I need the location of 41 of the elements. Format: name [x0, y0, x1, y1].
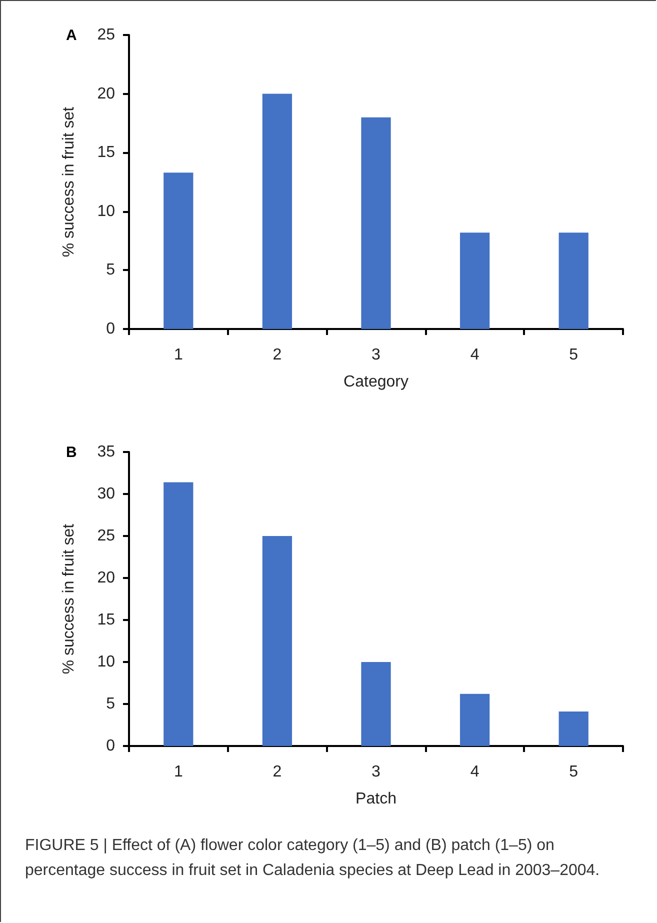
- y-tick-label: 0: [106, 738, 116, 754]
- x-tick-label: 4: [470, 764, 480, 780]
- bar: [558, 232, 588, 329]
- bar: [460, 232, 490, 329]
- x-tick-label: 3: [372, 764, 381, 780]
- bar: [164, 172, 194, 329]
- x-axis-title: Category: [344, 374, 408, 390]
- y-tick-label: 10: [97, 654, 116, 670]
- bar: [361, 662, 391, 746]
- x-tick-label: 5: [569, 346, 578, 364]
- bar: [558, 712, 588, 746]
- y-tick-label: 25: [97, 528, 116, 544]
- caption: FIGURE 5 | Effect of (A) flower color category (1–5) and (B) patch (1–5) on percentage success in fruit set in Caladenia species at Deep Lead in 2003–2004.: [25, 836, 601, 881]
- x-tick-label: 1: [174, 764, 183, 780]
- y-axis-title: % success in fruit set: [60, 523, 78, 674]
- y-tick-label: 15: [97, 612, 116, 628]
- bar: [361, 117, 391, 329]
- chart-title: B: [66, 444, 77, 461]
- x-tick-label: 2: [272, 346, 282, 364]
- chart-title: A: [66, 27, 77, 44]
- bar: [164, 482, 194, 746]
- y-axis-title: % success in fruit set: [60, 106, 78, 258]
- bar: [262, 536, 292, 746]
- bar: [460, 694, 490, 746]
- y-tick-label: 15: [97, 144, 116, 162]
- y-tick-label: 20: [97, 570, 116, 586]
- x-tick-label: 3: [372, 346, 381, 364]
- x-axis-title: Patch: [356, 790, 396, 808]
- bar: [262, 94, 292, 329]
- x-tick-label: 2: [272, 764, 282, 780]
- y-tick-label: 5: [106, 262, 116, 279]
- x-tick-label: 4: [470, 346, 480, 364]
- y-tick-label: 30: [97, 486, 116, 502]
- y-tick-label: 0: [106, 320, 116, 338]
- y-tick-label: 20: [97, 85, 116, 102]
- y-tick-label: 10: [97, 202, 116, 220]
- x-tick-label: 1: [174, 346, 183, 364]
- y-tick-label: 5: [106, 696, 116, 712]
- x-tick-label: 5: [569, 764, 578, 780]
- y-tick-label: 35: [97, 444, 116, 460]
- y-tick-label: 25: [97, 26, 116, 44]
